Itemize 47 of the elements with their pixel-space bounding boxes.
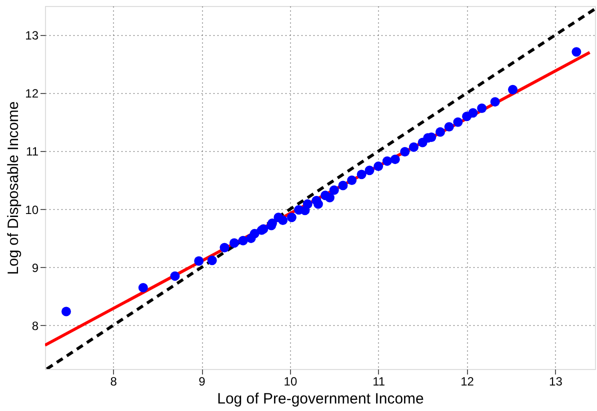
- point: [444, 122, 454, 132]
- point: [436, 127, 445, 137]
- point: [286, 212, 296, 222]
- point: [400, 147, 410, 157]
- point: [302, 199, 312, 209]
- point: [207, 256, 217, 266]
- point: [477, 103, 487, 113]
- x-tick-label: 9: [198, 374, 206, 388]
- point: [329, 185, 339, 195]
- point: [356, 170, 366, 180]
- x-tick-label: 12: [460, 374, 474, 388]
- y-tick-label: 11: [26, 144, 39, 159]
- y-axis-title: Log of Disposable Income: [5, 101, 22, 275]
- point: [313, 199, 323, 209]
- point: [364, 166, 374, 176]
- point: [238, 236, 248, 246]
- point: [338, 180, 348, 190]
- point: [390, 154, 400, 164]
- y-tick-label: 9: [32, 260, 39, 275]
- x-tick-label: 11: [372, 374, 386, 388]
- point: [508, 84, 518, 94]
- point: [490, 97, 500, 107]
- point: [324, 192, 334, 202]
- point: [268, 218, 277, 228]
- point: [229, 238, 239, 248]
- point: [250, 228, 260, 238]
- point: [220, 242, 230, 252]
- point: [170, 271, 180, 281]
- y-tick-label: 10: [25, 202, 39, 217]
- point: [278, 216, 288, 226]
- point: [382, 156, 392, 166]
- point: [572, 47, 582, 57]
- point: [453, 117, 463, 127]
- y-tick-label: 13: [25, 28, 39, 43]
- x-axis-title: Log of Pre-government Income: [217, 390, 424, 408]
- point: [374, 162, 384, 172]
- point: [194, 256, 204, 266]
- x-tick-label: 10: [284, 374, 298, 388]
- point: [347, 176, 357, 185]
- point: [138, 282, 148, 292]
- x-tick-label: 13: [549, 374, 563, 388]
- x-tick-label: 8: [110, 374, 118, 388]
- y-tick-label: 8: [32, 318, 39, 333]
- point: [408, 142, 418, 152]
- point: [61, 306, 71, 316]
- y-tick-label: 12: [25, 86, 39, 101]
- point: [468, 108, 478, 118]
